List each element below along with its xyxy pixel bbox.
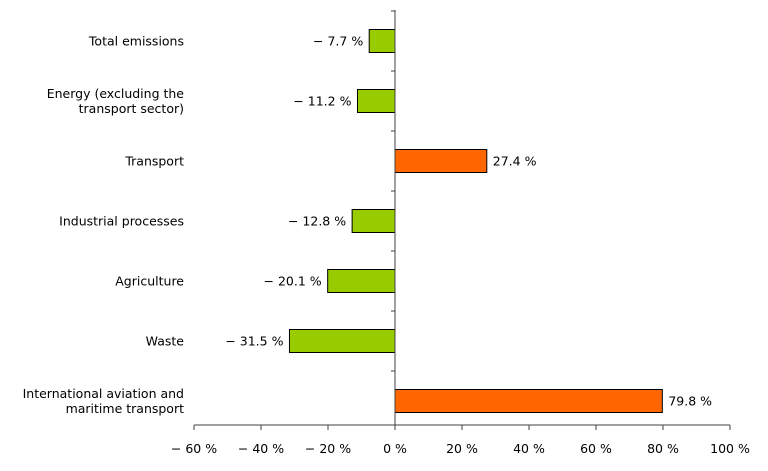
bar-5: [327, 269, 396, 293]
category-label-4: Industrial processes: [59, 214, 184, 229]
value-label-5: − 20.1 %: [264, 274, 322, 289]
category-label-2-line-2: transport sector): [79, 101, 184, 116]
x-tick-label-3: − 20 %: [305, 441, 351, 456]
value-label-7: 79.8 %: [668, 394, 712, 409]
category-label-5: Agriculture: [115, 274, 184, 289]
category-label-6: Waste: [146, 334, 185, 349]
category-label-3-line-1: Transport: [124, 154, 184, 169]
x-tick-label-2: − 40 %: [238, 441, 284, 456]
category-label-7: International aviation and maritime trans…: [23, 386, 184, 416]
labels-layer: − 7.7 % Total emissions − 11.2 % Energy (ex…: [23, 34, 750, 457]
bars-layer: [288, 29, 663, 413]
value-label-2: − 11.2 %: [293, 94, 351, 109]
category-label-7-line-1: International aviation and: [23, 386, 184, 401]
x-tick-label-1: − 60 %: [171, 441, 217, 456]
category-label-2: Energy (excluding the transport sector): [47, 86, 185, 116]
x-tick-label-7: 60 %: [580, 441, 612, 456]
value-label-6: − 31.5 %: [225, 334, 283, 349]
category-label-7-line-2: maritime transport: [66, 401, 185, 416]
value-label-4: − 12.8 %: [288, 214, 346, 229]
category-label-1: Total emissions: [88, 34, 184, 49]
x-tick-label-8: 80 %: [647, 441, 679, 456]
category-label-5-line-1: Agriculture: [115, 274, 184, 289]
x-tick-label-9: 100 %: [710, 441, 750, 456]
x-tick-label-4: 0 %: [383, 441, 407, 456]
category-label-1-line-1: Total emissions: [88, 34, 184, 49]
bar-4: [351, 209, 396, 233]
bar-7: [394, 389, 663, 413]
x-tick-label-6: 40 %: [513, 441, 545, 456]
category-label-2-line-1: Energy (excluding the: [47, 86, 185, 101]
axes-layer: [193, 10, 731, 430]
bar-6: [288, 329, 396, 353]
category-label-4-line-1: Industrial processes: [59, 214, 184, 229]
value-label-3: 27.4 %: [493, 154, 537, 169]
category-label-6-line-1: Waste: [146, 334, 185, 349]
bar-2: [356, 89, 396, 113]
bar-1: [368, 29, 396, 53]
category-label-3: Transport: [124, 154, 184, 169]
bar-3: [394, 149, 488, 173]
value-label-1: − 7.7 %: [313, 34, 363, 49]
x-tick-label-5: 20 %: [446, 441, 478, 456]
